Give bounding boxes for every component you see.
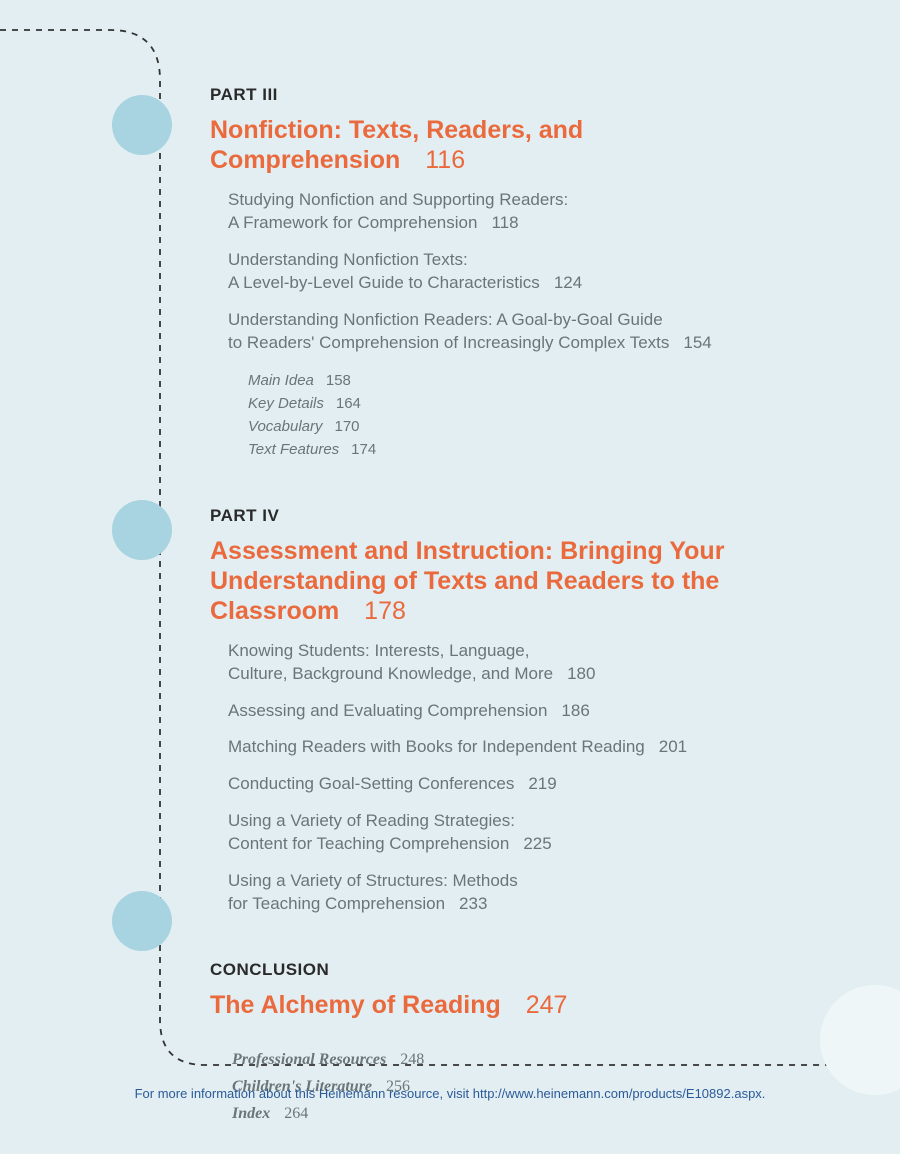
sub-page: 164 <box>336 395 361 412</box>
part-label: PART IV <box>210 506 770 526</box>
entry-page: 233 <box>459 894 487 913</box>
toc-entry: Understanding Nonfiction Readers: A Goal… <box>210 309 770 355</box>
entry-page: 219 <box>528 774 556 793</box>
toc-sub-entry: Vocabulary170 <box>210 415 770 438</box>
toc-entry: Studying Nonfiction and Supporting Reade… <box>210 189 770 235</box>
toc-sub-entry: Text Features174 <box>210 438 770 461</box>
footer-text: For more information about this Heineman… <box>0 1086 900 1101</box>
bm-page: 264 <box>284 1105 308 1122</box>
title-text: The Alchemy of Reading <box>210 991 501 1019</box>
part-label: PART III <box>210 85 770 105</box>
section-part-iii: PART III Nonfiction: Texts, Readers, and… <box>210 85 770 462</box>
title-page: 116 <box>425 146 465 174</box>
entry-page: 180 <box>567 664 595 683</box>
section-marker-1 <box>112 95 172 155</box>
title-text: Nonfiction: Texts, Readers, and Comprehe… <box>210 116 583 174</box>
entry-page: 154 <box>683 333 711 352</box>
toc-entry: Assessing and Evaluating Comprehension18… <box>210 700 770 723</box>
section-marker-2 <box>112 500 172 560</box>
entry-page: 225 <box>523 834 551 853</box>
toc-entry: Matching Readers with Books for Independ… <box>210 736 770 759</box>
part-title: The Alchemy of Reading 247 <box>210 990 770 1020</box>
toc-entry: Using a Variety of Reading Strategies:Co… <box>210 810 770 856</box>
part-label: CONCLUSION <box>210 960 770 980</box>
title-page: 247 <box>526 991 568 1019</box>
bm-page: 248 <box>400 1051 424 1068</box>
section-conclusion: CONCLUSION The Alchemy of Reading 247 Pr… <box>210 960 770 1128</box>
sub-page: 174 <box>351 441 376 458</box>
back-matter-entry: Professional Resources248 <box>210 1046 770 1073</box>
entry-page: 201 <box>659 737 687 756</box>
toc-content: PART III Nonfiction: Texts, Readers, and… <box>210 85 770 1154</box>
sub-page: 158 <box>326 372 351 389</box>
part-title: Assessment and Instruction: Bringing You… <box>210 536 770 626</box>
toc-entry: Conducting Goal-Setting Conferences219 <box>210 773 770 796</box>
section-marker-3 <box>112 891 172 951</box>
title-text: Assessment and Instruction: Bringing You… <box>210 537 724 625</box>
toc-sub-entry: Main Idea158 <box>210 369 770 392</box>
corner-decoration <box>820 985 900 1095</box>
title-page: 178 <box>364 597 406 625</box>
back-matter-entry: Index264 <box>210 1100 770 1127</box>
section-part-iv: PART IV Assessment and Instruction: Brin… <box>210 506 770 916</box>
entry-page: 186 <box>561 701 589 720</box>
part-title: Nonfiction: Texts, Readers, and Comprehe… <box>210 115 770 175</box>
entry-page: 118 <box>491 213 518 232</box>
toc-entry: Knowing Students: Interests, Language,Cu… <box>210 640 770 686</box>
entry-page: 124 <box>554 273 582 292</box>
toc-entry: Understanding Nonfiction Texts:A Level-b… <box>210 249 770 295</box>
toc-entry: Using a Variety of Structures: Methodsfo… <box>210 870 770 916</box>
toc-sub-entry: Key Details164 <box>210 392 770 415</box>
sub-page: 170 <box>335 418 360 435</box>
